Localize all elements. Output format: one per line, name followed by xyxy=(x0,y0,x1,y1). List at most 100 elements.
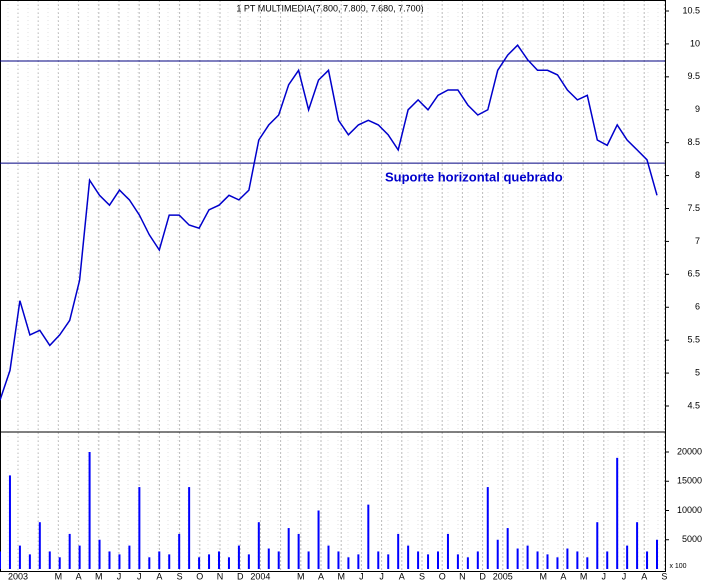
x-tick-label: D xyxy=(237,571,244,581)
y-tick-label: 5 xyxy=(695,367,700,377)
volume-bar xyxy=(496,539,499,569)
x-tick-label: M xyxy=(337,571,345,581)
x-tick-label: M xyxy=(539,571,547,581)
volume-bar xyxy=(68,533,71,569)
volume-bar xyxy=(367,504,370,569)
x-tick-label: J xyxy=(359,571,364,581)
x-tick-label: A xyxy=(641,571,647,581)
volume-bar xyxy=(377,551,380,569)
volume-bar xyxy=(227,557,230,569)
plot-frame xyxy=(0,0,666,572)
volume-bar xyxy=(546,554,549,569)
volume-bar xyxy=(257,522,260,569)
volume-bar xyxy=(616,457,619,569)
x-tick-label: A xyxy=(560,571,566,581)
volume-bar xyxy=(237,545,240,569)
volume-bar xyxy=(98,539,101,569)
volume-bar xyxy=(536,551,539,569)
y-tick-label: 8 xyxy=(695,170,700,180)
volume-bar xyxy=(218,551,220,569)
volume-bar xyxy=(277,551,280,569)
volume-bar xyxy=(397,533,400,569)
y-tick-label: 10 xyxy=(690,38,700,48)
volume-bar xyxy=(556,557,559,569)
x-tick-label: O xyxy=(439,571,446,581)
volume-bar xyxy=(576,551,579,569)
volume-bar xyxy=(417,551,420,569)
x-tick-label: D xyxy=(479,571,486,581)
x-tick-label: M xyxy=(580,571,588,581)
x-tick-label: 2004 xyxy=(250,571,270,581)
x-tick-label: J xyxy=(602,571,607,581)
y-tick-label: 6.5 xyxy=(687,269,700,279)
volume-bar xyxy=(626,545,629,569)
x-tick-label: J xyxy=(622,571,627,581)
y-tick-label: 7.5 xyxy=(687,203,700,213)
volume-bar xyxy=(118,554,121,569)
volume-bar xyxy=(247,554,250,569)
x-tick-label: J xyxy=(379,571,384,581)
volume-bar xyxy=(48,551,51,569)
volume-bar xyxy=(357,554,360,569)
volume-bar xyxy=(168,554,171,569)
volume-bar xyxy=(427,554,430,569)
volume-bar xyxy=(128,545,131,569)
volume-bar xyxy=(606,551,609,569)
volume-bar xyxy=(586,557,589,569)
x-tick-label: A xyxy=(399,571,405,581)
y2-tick-label: 15000 xyxy=(677,476,702,486)
volume-bar xyxy=(178,533,181,569)
volume-bar xyxy=(456,554,459,569)
y2-unit: x 100 xyxy=(669,563,686,570)
volume-bar xyxy=(108,551,111,569)
volume-bar xyxy=(337,551,340,569)
volume-bar xyxy=(18,545,21,569)
volume-bar xyxy=(287,528,290,569)
x-tick-label: O xyxy=(196,571,203,581)
volume-bar xyxy=(297,533,300,569)
volume-bar xyxy=(38,522,41,569)
volume-bar xyxy=(407,545,410,569)
volume-bar xyxy=(446,533,449,569)
volume-bar xyxy=(656,539,658,569)
volume-bar xyxy=(208,554,211,569)
x-tick-label: 2005 xyxy=(493,571,513,581)
y-tick-label: 6 xyxy=(695,302,700,312)
volume-bar xyxy=(387,554,390,569)
price-line xyxy=(0,44,658,401)
y-tick-label: 5.5 xyxy=(687,335,700,345)
volume-bar xyxy=(437,551,439,569)
volume-bar xyxy=(516,548,519,569)
volume-bar xyxy=(646,551,649,569)
volume-bar xyxy=(307,551,310,569)
x-tick-label: S xyxy=(177,571,183,581)
volume-bar xyxy=(88,452,91,569)
x-tick-label: N xyxy=(217,571,224,581)
volume-bar xyxy=(506,528,509,569)
volume-bar xyxy=(158,551,161,569)
y-tick-label: 4.5 xyxy=(687,400,700,410)
x-tick-label: S xyxy=(661,571,667,581)
y2-tick-label: 20000 xyxy=(677,446,702,456)
y-tick-label: 9 xyxy=(695,104,700,114)
volume-bar xyxy=(596,522,599,569)
x-tick-label: M xyxy=(297,571,305,581)
volume-bar xyxy=(486,487,489,569)
y-tick-label: 7 xyxy=(695,236,700,246)
volume-bar xyxy=(8,475,11,569)
x-tick-label: M xyxy=(95,571,103,581)
volume-bar xyxy=(347,557,350,569)
x-tick-label: A xyxy=(76,571,82,581)
volume-bar xyxy=(476,551,479,569)
volume-bar xyxy=(58,557,61,569)
x-tick-label: S xyxy=(419,571,425,581)
x-tick-label: J xyxy=(137,571,142,581)
x-tick-label: J xyxy=(117,571,122,581)
x-tick-label: 2003 xyxy=(8,571,28,581)
volume-bar xyxy=(317,510,320,569)
x-tick-label: A xyxy=(318,571,324,581)
volume-bar xyxy=(188,487,191,569)
annotation: Suporte horizontal quebrado xyxy=(385,169,563,184)
